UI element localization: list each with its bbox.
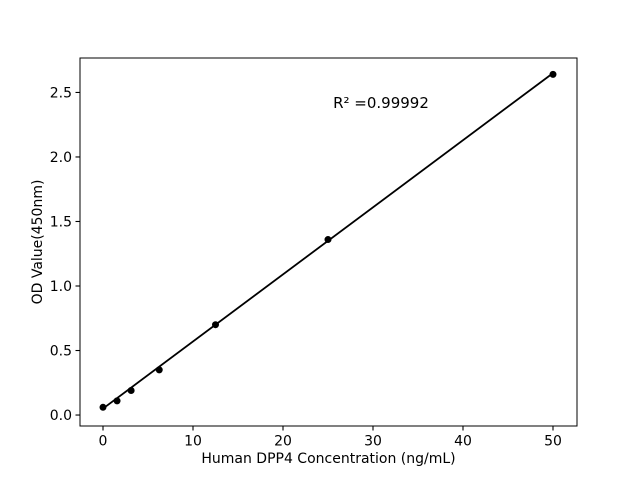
x-tick-label: 10	[184, 434, 202, 450]
y-tick-label: 0.0	[50, 408, 72, 424]
x-axis-label: Human DPP4 Concentration (ng/mL)	[201, 451, 455, 467]
data-point	[113, 397, 121, 405]
x-tick-label: 40	[454, 434, 472, 450]
y-tick-label: 1.0	[50, 279, 72, 295]
data-point	[155, 366, 163, 374]
data-point	[212, 321, 220, 329]
x-tick-label: 20	[274, 434, 292, 450]
data-point	[324, 236, 332, 244]
r-squared-annotation: R² =0.99992	[333, 94, 429, 112]
x-tick-label: 0	[99, 434, 108, 450]
x-tick-label: 50	[544, 434, 562, 450]
plot-area-spines	[79, 57, 578, 427]
data-point	[549, 70, 557, 78]
axis-ticks: 0 10 20 30 40 50 0.0 0.5 1.0 1.5 2.0 2.5	[50, 85, 562, 449]
data-point	[99, 403, 107, 411]
data-series	[99, 70, 557, 411]
y-tick-label: 1.5	[50, 214, 72, 230]
y-axis-label: OD Value(450nm)	[30, 180, 46, 305]
y-tick-label: 2.5	[50, 85, 72, 101]
y-tick-label: 0.5	[50, 344, 72, 360]
data-point	[127, 387, 135, 395]
x-tick-label: 30	[364, 434, 382, 450]
y-tick-label: 2.0	[50, 150, 72, 166]
